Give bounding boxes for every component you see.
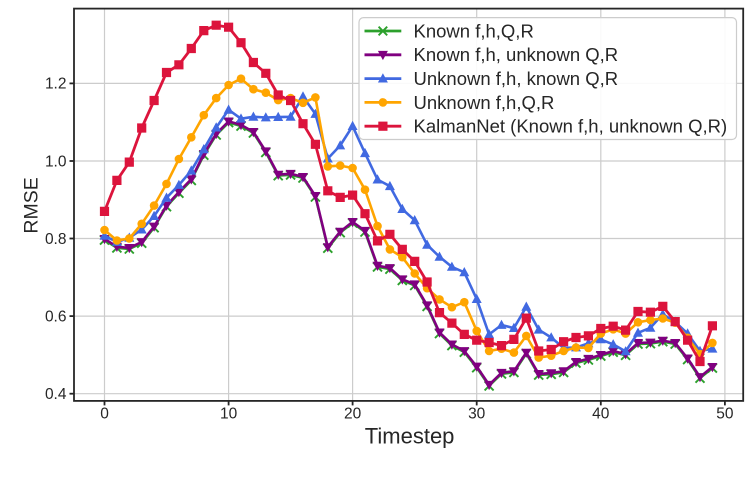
svg-text:30: 30 — [468, 406, 486, 423]
svg-text:0.4: 0.4 — [45, 386, 67, 403]
svg-text:KalmanNet (Known f,h, unknown: KalmanNet (Known f,h, unknown Q,R) — [414, 116, 728, 137]
svg-text:0: 0 — [100, 406, 109, 423]
svg-text:0.8: 0.8 — [45, 231, 67, 248]
svg-text:0.6: 0.6 — [45, 308, 67, 325]
svg-text:RMSE: RMSE — [21, 177, 43, 233]
svg-text:Unknown f,h,Q,R: Unknown f,h,Q,R — [414, 92, 555, 113]
svg-text:20: 20 — [344, 406, 362, 423]
svg-text:Known f,h, unknown Q,R: Known f,h, unknown Q,R — [414, 44, 619, 65]
svg-text:1.2: 1.2 — [45, 76, 67, 93]
svg-text:Unknown f,h, known Q,R: Unknown f,h, known Q,R — [414, 68, 619, 89]
svg-text:1.0: 1.0 — [45, 153, 67, 170]
svg-text:40: 40 — [592, 406, 610, 423]
svg-text:Known f,h,Q,R: Known f,h,Q,R — [414, 20, 534, 41]
svg-text:10: 10 — [220, 406, 238, 423]
svg-text:50: 50 — [716, 406, 734, 423]
svg-text:Timestep: Timestep — [365, 424, 455, 449]
